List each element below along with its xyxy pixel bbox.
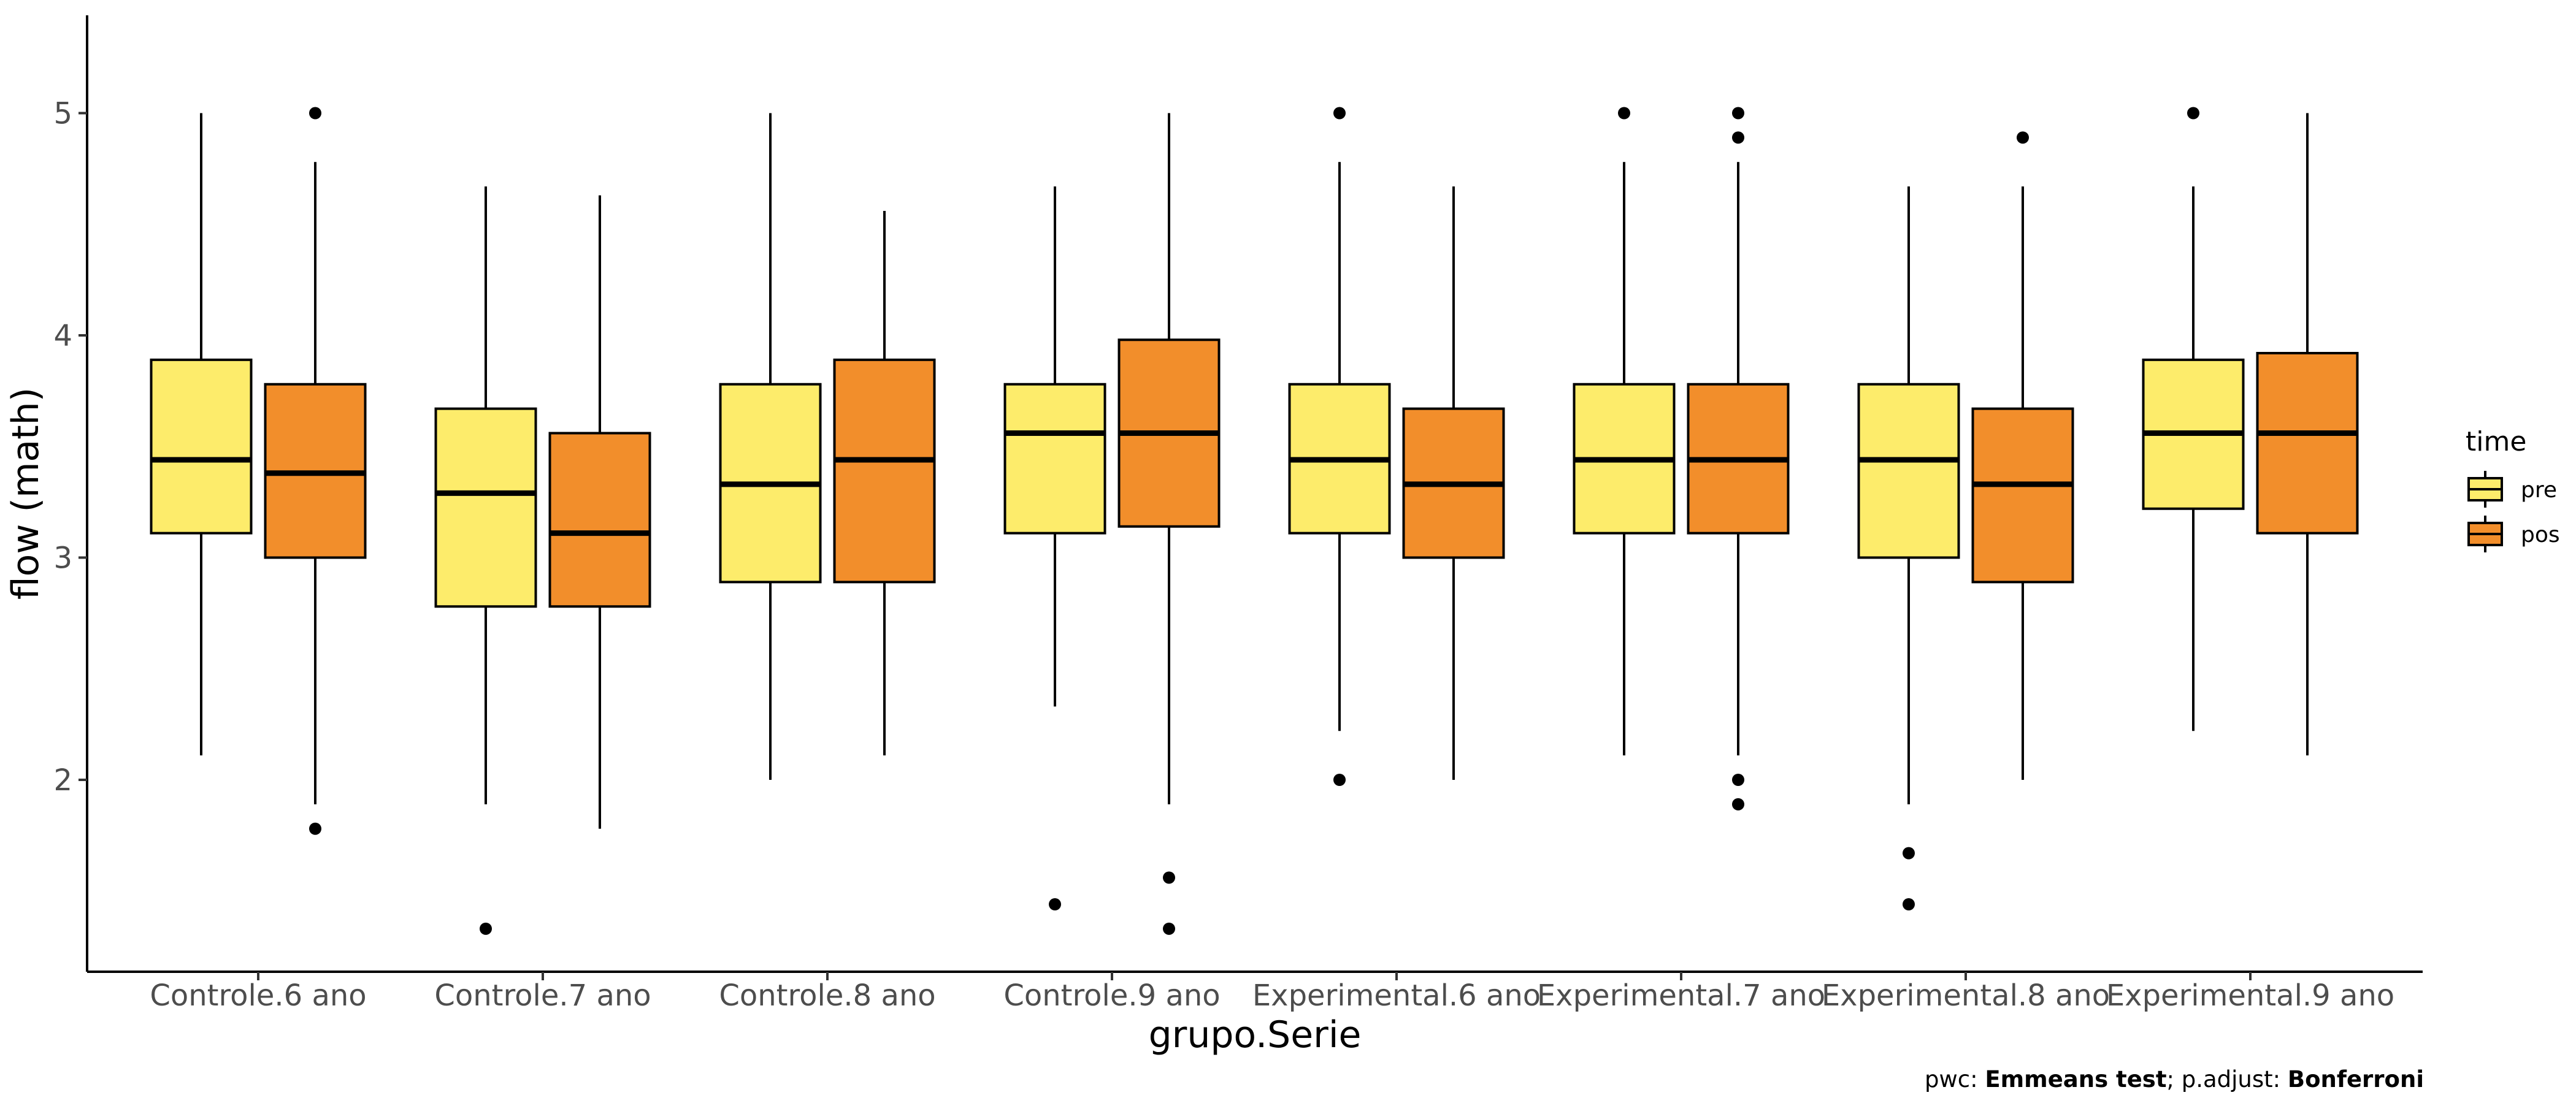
box-iqr [150,358,253,535]
y-tick-label: 3 [53,541,72,576]
caption: pwc: Emmeans test; p.adjust: Bonferroni [1925,1066,2424,1093]
outlier-point [1163,922,1175,935]
plot-area [150,107,2359,935]
box-pre-1 [434,186,537,935]
box-pos-6 [1971,131,2074,780]
outlier-point [1049,898,1061,910]
box-iqr [1971,407,2074,584]
box-pos-7 [2256,113,2359,756]
y-tick-label: 4 [53,319,72,353]
outlier-point [2017,131,2029,144]
outlier-point [309,107,321,120]
x-tick-label: Experimental.8 ano [1822,978,2110,1013]
x-tick-label: Controle.6 ano [150,978,366,1013]
outlier-point [480,922,492,935]
y-ticks: 2 3 4 5 [53,97,87,798]
caption-sep: ; p.adjust: [2167,1066,2288,1093]
outlier-point [1903,898,1915,910]
outlier-point [1732,798,1744,810]
box-iqr [833,358,936,584]
x-tick-label: Controle.7 ano [434,978,651,1013]
box-pre-2 [719,113,822,780]
box-pos-3 [1117,113,1221,935]
box-pre-7 [2142,107,2245,731]
box-pos-2 [833,211,936,756]
legend-item-pre: pre [2467,471,2557,508]
x-tick-label: Experimental.9 ano [2106,978,2394,1013]
legend-title: time [2466,426,2526,457]
x-ticks: Controle.6 ano Controle.7 ano Controle.8 a… [150,972,2394,1013]
outlier-point [1618,107,1630,120]
x-tick-label: Controle.8 ano [719,978,935,1013]
outlier-point [309,822,321,835]
x-tick-label: Experimental.6 ano [1252,978,1541,1013]
legend-label: pre [2521,478,2557,503]
outlier-point [1333,774,1346,786]
y-tick-label: 2 [53,763,72,798]
x-tick-label: Experimental.7 ano [1537,978,1825,1013]
outlier-point [1333,107,1346,120]
box-pre-6 [1857,186,1960,910]
legend-items: pre pos [2467,471,2560,552]
caption-pwc-label: pwc: [1925,1066,1985,1093]
outlier-point [1732,131,1744,144]
box-iqr [434,407,537,608]
y-tick-label: 5 [53,97,72,131]
legend-item-pos: pos [2467,516,2560,552]
y-axis-title: flow (math) [4,387,47,600]
legend-label: pos [2521,522,2560,547]
outlier-point [1163,871,1175,884]
legend: time pre pos [2466,426,2560,552]
outlier-point [1732,774,1744,786]
outlier-point [1903,847,1915,860]
box-pos-0 [264,107,367,835]
box-iqr [1857,383,1960,559]
box-pos-1 [548,195,651,829]
box-pos-4 [1402,186,1505,780]
x-tick-label: Controle.9 ano [1003,978,1220,1013]
box-pre-4 [1288,107,1391,786]
outlier-point [1732,107,1744,120]
box-pre-0 [150,113,253,756]
caption-test: Emmeans test [1985,1066,2166,1093]
box-pre-5 [1573,107,1676,756]
box-iqr [1003,383,1106,535]
box-pre-3 [1003,186,1106,910]
outlier-point [2187,107,2199,120]
caption-adjust: Bonferroni [2288,1066,2424,1093]
x-axis-title: grupo.Serie [1149,1013,1362,1056]
box-iqr [548,432,651,608]
box-pos-5 [1687,107,1790,810]
box-iqr [2256,352,2359,535]
